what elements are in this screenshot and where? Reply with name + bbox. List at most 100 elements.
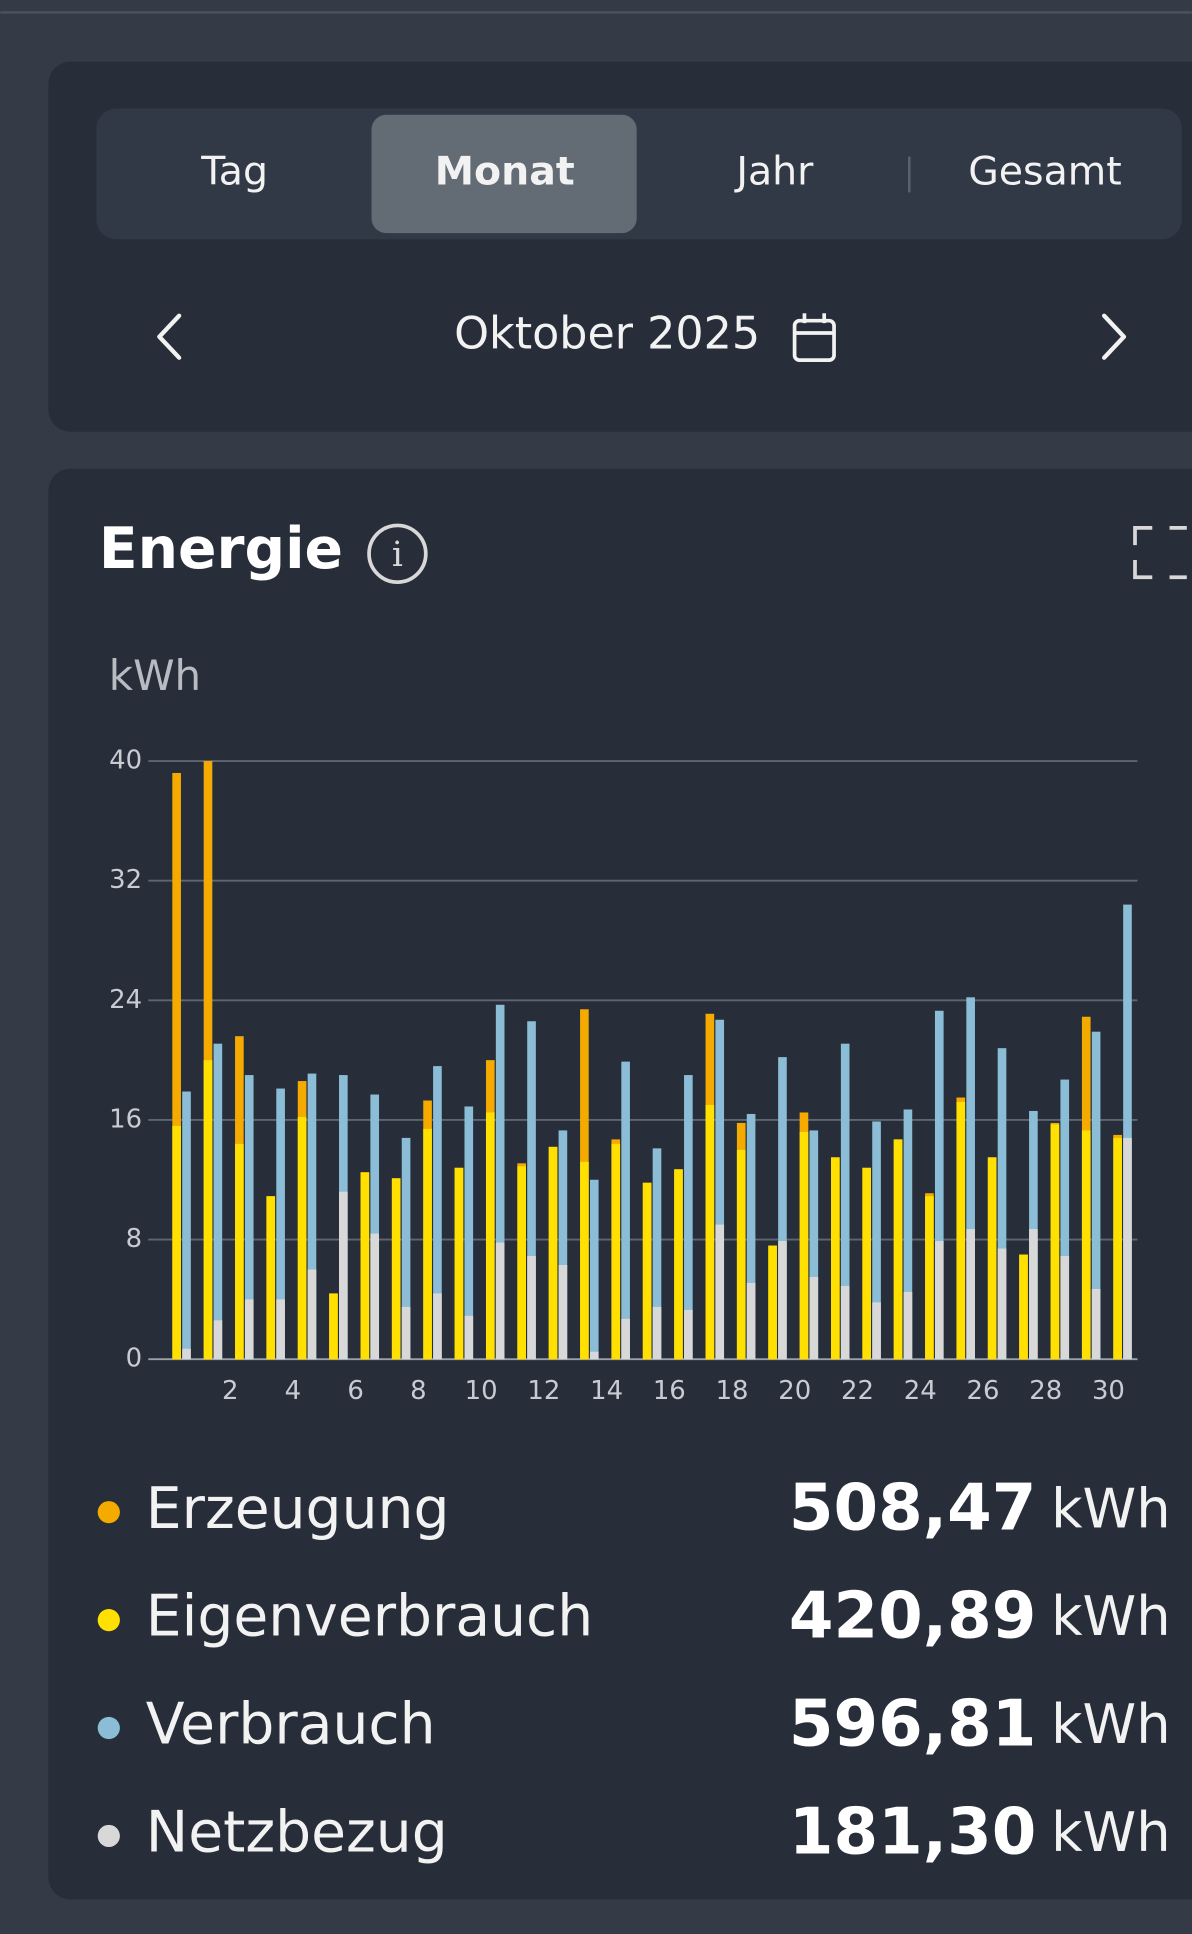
tab-selected[interactable] xyxy=(371,114,637,234)
tab-bar xyxy=(96,108,1182,240)
x-tick-label: 24 xyxy=(904,1376,937,1406)
legend-dot xyxy=(97,1824,120,1848)
bar xyxy=(1091,1288,1101,1360)
bar xyxy=(485,1112,495,1360)
bar xyxy=(966,997,975,1360)
bar xyxy=(684,1075,693,1360)
bar xyxy=(329,1293,338,1360)
x-tick-label: 2 xyxy=(222,1376,238,1406)
bar xyxy=(423,1128,432,1360)
energy-card xyxy=(48,468,1192,1900)
bar xyxy=(276,1299,285,1360)
tab[interactable]: Jahr xyxy=(733,148,814,194)
bar xyxy=(684,1309,693,1360)
bar xyxy=(558,1265,568,1360)
y-axis-unit: kWh xyxy=(109,651,201,700)
bar xyxy=(213,1320,223,1360)
bar xyxy=(203,761,213,1360)
bar xyxy=(652,1306,662,1360)
bar xyxy=(778,1057,787,1360)
period-label[interactable]: Oktober 2025 xyxy=(454,309,760,360)
bar xyxy=(276,1088,285,1360)
x-tick-label: 16 xyxy=(653,1376,686,1406)
tab[interactable]: Tag xyxy=(200,148,268,194)
x-tick-label: 12 xyxy=(527,1376,560,1406)
bar xyxy=(642,1182,652,1360)
bar xyxy=(1123,904,1132,1360)
bar xyxy=(433,1066,442,1360)
bar xyxy=(213,1043,223,1360)
bar xyxy=(778,1241,787,1360)
bar xyxy=(715,1019,725,1360)
bar xyxy=(1113,1137,1122,1360)
calendar-icon[interactable] xyxy=(792,313,836,363)
y-tick-label: 40 xyxy=(109,746,142,776)
x-tick-label: 10 xyxy=(465,1376,498,1406)
bar xyxy=(370,1233,380,1360)
bar xyxy=(1060,1256,1070,1360)
bar xyxy=(987,1157,997,1360)
bar xyxy=(997,1048,1007,1360)
bar xyxy=(934,1241,944,1360)
y-tick-label: 0 xyxy=(126,1344,142,1374)
bar xyxy=(997,1248,1007,1360)
x-tick-label: 18 xyxy=(716,1376,749,1406)
info-icon[interactable]: i xyxy=(367,523,428,585)
bar xyxy=(893,1139,903,1360)
bar xyxy=(925,1196,934,1360)
x-tick-label: 22 xyxy=(841,1376,874,1406)
bar xyxy=(580,1161,589,1360)
total-unit: kWh xyxy=(1051,1585,1170,1648)
bar xyxy=(203,1060,213,1360)
bar xyxy=(527,1021,536,1360)
bar xyxy=(746,1113,756,1360)
x-tick-label: 6 xyxy=(347,1376,363,1406)
bar xyxy=(840,1043,850,1360)
total-unit: kWh xyxy=(1051,1801,1170,1864)
bar xyxy=(872,1302,881,1360)
expand-icon[interactable] xyxy=(1133,526,1187,580)
x-tick-label: 20 xyxy=(778,1376,811,1406)
svg-text:i: i xyxy=(392,535,403,575)
bar xyxy=(244,1299,254,1360)
total-unit: kWh xyxy=(1051,1693,1170,1756)
tab[interactable]: Gesamt xyxy=(968,148,1121,194)
prev-button[interactable] xyxy=(157,313,182,360)
bar xyxy=(339,1191,348,1360)
next-button[interactable] xyxy=(1102,313,1127,360)
bar xyxy=(872,1121,881,1360)
y-tick-label: 24 xyxy=(109,985,142,1015)
bar xyxy=(360,1172,370,1360)
bar xyxy=(401,1306,411,1360)
total-value: 596,81 xyxy=(789,1687,1036,1762)
y-tick-label: 8 xyxy=(126,1224,142,1254)
bar xyxy=(391,1178,401,1360)
bar xyxy=(1029,1229,1038,1360)
bar xyxy=(831,1157,840,1360)
bar xyxy=(527,1256,536,1360)
bar xyxy=(517,1166,526,1360)
bar xyxy=(1081,1130,1091,1360)
bar xyxy=(736,1149,746,1360)
bar xyxy=(433,1293,442,1360)
bar xyxy=(652,1148,662,1360)
x-tick-label: 8 xyxy=(410,1376,426,1406)
bar xyxy=(768,1245,777,1360)
bar xyxy=(589,1179,599,1360)
bar xyxy=(589,1351,599,1360)
bar xyxy=(182,1348,191,1360)
bar xyxy=(621,1061,630,1360)
bar xyxy=(464,1315,474,1360)
y-tick-label: 32 xyxy=(109,865,142,895)
bar xyxy=(903,1291,913,1360)
bar xyxy=(172,772,181,1360)
bar xyxy=(495,1242,505,1360)
bar xyxy=(746,1282,756,1360)
tab[interactable]: Monat xyxy=(435,148,575,194)
legend-label: Erzeugung xyxy=(146,1476,450,1542)
bar xyxy=(903,1109,913,1360)
bar xyxy=(799,1131,809,1360)
bar xyxy=(244,1075,254,1360)
